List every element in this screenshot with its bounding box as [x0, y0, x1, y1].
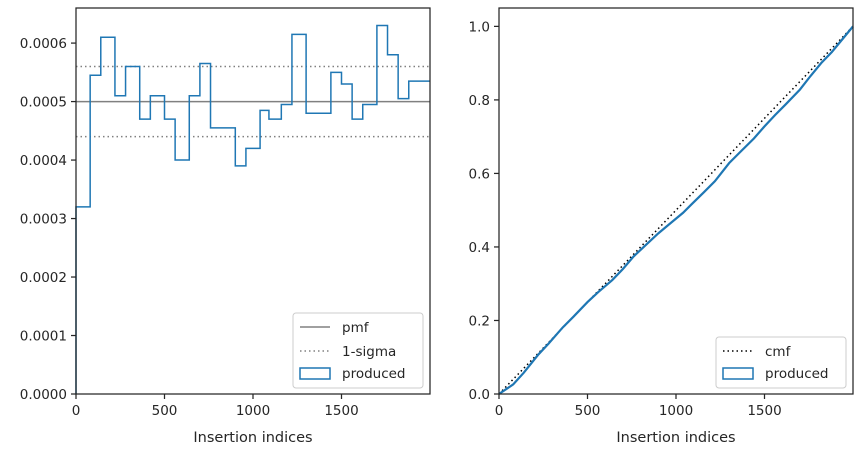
- legend-pmf-label: pmf: [342, 320, 370, 336]
- y-tick-label: 0.2: [469, 313, 490, 329]
- y-tick-label: 0.0001: [20, 329, 67, 345]
- produced-series: [75, 24, 430, 394]
- y-tick-label: 0.6: [469, 166, 490, 182]
- y-tick-label: 0.0004: [20, 153, 67, 169]
- y-axis: 0.0000 0.0001 0.0002 0.0003 0.0004 0.0005 0.00…: [20, 36, 76, 403]
- legend-cmf-label: cmf: [765, 344, 792, 360]
- x-axis: 0 500 1000 1500: [495, 394, 782, 419]
- y-tick-label: 0.0003: [20, 212, 67, 228]
- legend-1-sigma-label: 1-sigma: [342, 344, 396, 360]
- x-tick-label: 0: [72, 403, 81, 419]
- legend-produced-label: produced: [765, 366, 829, 382]
- x-axis-label: Insertion indices: [193, 430, 312, 446]
- produced-line: [498, 25, 854, 395]
- y-tick-label: 0.0000: [20, 387, 67, 403]
- y-tick-label: 0.0: [469, 387, 490, 403]
- x-tick-label: 1000: [659, 403, 693, 419]
- y-tick-label: 1.0: [469, 19, 490, 35]
- x-tick-label: 500: [152, 403, 178, 419]
- cmf-chart-panel: 0 500 1000 1500 0.0 0.2 0.4 0.6 0.8 1.0 Insertio…: [469, 7, 854, 446]
- x-tick-label: 1000: [236, 403, 270, 419]
- x-tick-label: 1500: [324, 403, 358, 419]
- y-tick-label: 0.0006: [20, 36, 67, 52]
- legend-produced-label: produced: [342, 366, 406, 382]
- x-axis: 0 500 1000 1500: [72, 394, 359, 419]
- legend-produced-patch: [299, 367, 331, 380]
- y-tick-label: 0.4: [469, 240, 490, 256]
- legend: cmf produced: [715, 336, 847, 389]
- legend-produced-patch: [722, 367, 754, 380]
- legend-frame: [715, 336, 847, 389]
- x-tick-label: 500: [575, 403, 601, 419]
- legend: pmf 1-sigma produced: [292, 312, 424, 389]
- y-tick-label: 0.0002: [20, 270, 67, 286]
- y-axis: 0.0 0.2 0.4 0.6 0.8 1.0: [469, 19, 499, 403]
- y-tick-label: 0.0005: [20, 95, 67, 111]
- pmf-chart-panel: 0 500 1000 1500 0.00000.00010.00020.00030.0…: [20, 7, 431, 446]
- y-tick-label: 0.8: [469, 93, 490, 109]
- x-axis-label: Insertion indices: [616, 430, 735, 446]
- x-tick-label: 0: [495, 403, 504, 419]
- x-tick-label: 1500: [747, 403, 781, 419]
- cmf-series-group: [498, 25, 854, 395]
- plot-frame: [498, 7, 854, 395]
- legend-frame: [292, 312, 424, 389]
- produced-step-line: [75, 24, 430, 394]
